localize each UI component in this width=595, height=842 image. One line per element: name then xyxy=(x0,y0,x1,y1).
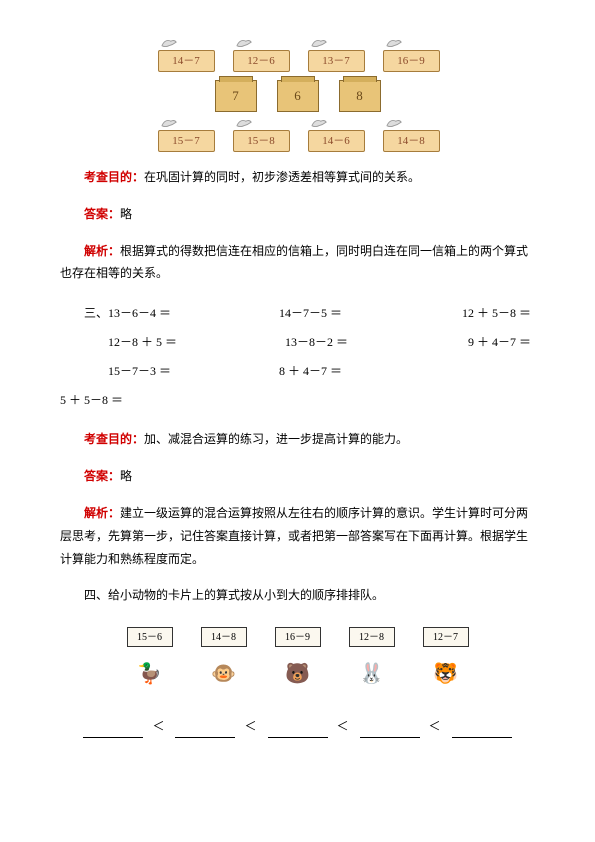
animal-card-expr: 15－6 xyxy=(127,627,173,647)
animal-card-expr: 12－7 xyxy=(423,627,469,647)
goal-2: 考查目的：加、减混合运算的练习，进一步提高计算的能力。 xyxy=(60,428,535,451)
card-expr: 15－8 xyxy=(233,130,290,152)
question-3: 三、13－6－4 ＝ 14－7－5 ＝ 12 ＋ 5－8 ＝ 12－8 ＋ 5 … xyxy=(60,299,535,414)
blank xyxy=(452,723,512,738)
goal-1: 考查目的：在巩固计算的同时，初步渗透差相等算式间的关系。 xyxy=(60,166,535,189)
eq-line: 15－7－3 ＝ 8 ＋ 4－7 ＝ xyxy=(60,357,535,386)
animal-item: 16－9 🐻 xyxy=(275,627,321,695)
blank xyxy=(175,723,235,738)
animal-item: 14－8 🐵 xyxy=(201,627,247,695)
goal-label: 考查目的： xyxy=(84,432,144,446)
answer-2: 答案：略 xyxy=(60,465,535,488)
mailbox: 7 xyxy=(215,80,257,112)
lt-sign: ＜ xyxy=(244,719,258,733)
mailbox: 8 xyxy=(339,80,381,112)
dove-icon xyxy=(235,116,253,130)
animal-item: 12－8 🐰 xyxy=(349,627,395,695)
eq-line: 12－8 ＋ 5 ＝ 13－8－2 ＝ 9 ＋ 4－7 ＝ xyxy=(60,328,535,357)
analysis-text: 根据算式的得数把信连在相应的信箱上，同时明白连在同一信箱上的两个算式也存在相等的… xyxy=(60,244,528,281)
dove-card: 15－8 xyxy=(233,120,288,152)
analysis-label: 解析： xyxy=(84,244,120,258)
animal-card-expr: 12－8 xyxy=(349,627,395,647)
lt-sign: ＜ xyxy=(152,719,166,733)
answer-text: 略 xyxy=(120,469,132,483)
card-expr: 16－9 xyxy=(383,50,440,72)
animal-card-expr: 16－9 xyxy=(275,627,321,647)
answer-label: 答案： xyxy=(84,207,120,221)
goal-text: 在巩固计算的同时，初步渗透差相等算式间的关系。 xyxy=(144,170,420,184)
answer-text: 略 xyxy=(120,207,132,221)
dove-card: 13－7 xyxy=(308,40,363,72)
box-row: 7 6 8 xyxy=(60,80,535,112)
analysis-label: 解析： xyxy=(84,506,120,520)
dove-icon xyxy=(235,36,253,50)
dove-row-2: 15－7 15－8 14－6 14－8 xyxy=(60,120,535,152)
dove-card: 14－6 xyxy=(308,120,363,152)
card-expr: 14－7 xyxy=(158,50,215,72)
dove-card: 15－7 xyxy=(158,120,213,152)
dove-icon xyxy=(160,116,178,130)
duck-icon: 🦆 xyxy=(130,653,170,695)
tiger-icon: 🐯 xyxy=(426,653,466,695)
animal-item: 12－7 🐯 xyxy=(423,627,469,695)
animal-item: 15－6 🦆 xyxy=(127,627,173,695)
eq-line: 5 ＋ 5－8 ＝ xyxy=(60,386,535,415)
bear-icon: 🐻 xyxy=(278,653,318,695)
dove-icon xyxy=(310,36,328,50)
card-expr: 15－7 xyxy=(158,130,215,152)
animals-row: 15－6 🦆 14－8 🐵 16－9 🐻 12－8 🐰 12－7 🐯 xyxy=(60,627,535,695)
dove-icon xyxy=(310,116,328,130)
dove-card: 12－6 xyxy=(233,40,288,72)
figure-doves: 14－7 12－6 13－7 16－9 7 6 8 15－7 15－8 14 xyxy=(60,40,535,152)
answer-1: 答案：略 xyxy=(60,203,535,226)
animal-card-expr: 14－8 xyxy=(201,627,247,647)
eq-line: 13－6－4 ＝ 14－7－5 ＝ 12 ＋ 5－8 ＝ xyxy=(108,306,531,320)
blank xyxy=(268,723,328,738)
answer-label: 答案： xyxy=(84,469,120,483)
lt-sign: ＜ xyxy=(429,719,443,733)
goal-text: 加、减混合运算的练习，进一步提高计算的能力。 xyxy=(144,432,408,446)
lt-sign: ＜ xyxy=(337,719,351,733)
analysis-1: 解析：根据算式的得数把信连在相应的信箱上，同时明白连在同一信箱上的两个算式也存在… xyxy=(60,240,535,286)
card-expr: 13－7 xyxy=(308,50,365,72)
dove-icon xyxy=(385,36,403,50)
analysis-2: 解析：建立一级运算的混合运算按照从左往右的顺序计算的意识。学生计算时可分两层思考… xyxy=(60,502,535,570)
question-4-title: 四、给小动物的卡片上的算式按从小到大的顺序排排队。 xyxy=(60,584,535,607)
card-expr: 14－6 xyxy=(308,130,365,152)
blank xyxy=(360,723,420,738)
card-expr: 12－6 xyxy=(233,50,290,72)
analysis-text: 建立一级运算的混合运算按照从左往右的顺序计算的意识。学生计算时可分两层思考，先算… xyxy=(60,506,528,566)
monkey-icon: 🐵 xyxy=(204,653,244,695)
q3-title: 三、 xyxy=(84,306,108,320)
dove-row-1: 14－7 12－6 13－7 16－9 xyxy=(60,40,535,72)
dove-card: 14－8 xyxy=(383,120,438,152)
dove-card: 16－9 xyxy=(383,40,438,72)
dove-icon xyxy=(160,36,178,50)
dove-icon xyxy=(385,116,403,130)
rabbit-icon: 🐰 xyxy=(352,653,392,695)
goal-label: 考查目的： xyxy=(84,170,144,184)
ordering-blanks: ＜ ＜ ＜ ＜ xyxy=(60,715,535,738)
mailbox: 6 xyxy=(277,80,319,112)
dove-card: 14－7 xyxy=(158,40,213,72)
card-expr: 14－8 xyxy=(383,130,440,152)
blank xyxy=(83,723,143,738)
